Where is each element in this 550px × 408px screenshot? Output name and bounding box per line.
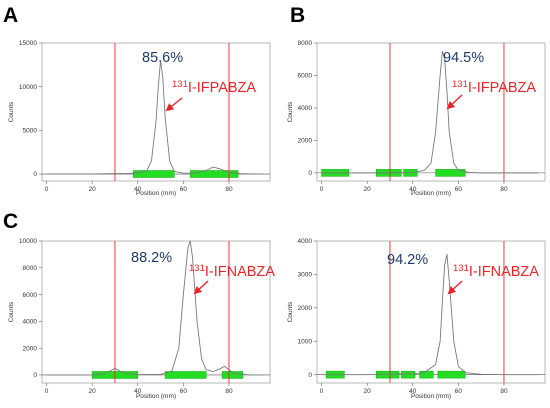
panel-c: C 0 20 40 60 80 0 2000 4000 6000 8000 10000 Positi… xyxy=(3,210,275,400)
y-tick-label: 0 xyxy=(308,372,312,379)
plot-area xyxy=(41,240,271,384)
x-tick-label: 60 xyxy=(455,186,463,193)
chart-layer: 0 20 40 60 80 0 1000 2000 3000 4000 xyxy=(298,238,545,395)
y-tick-label: 8000 xyxy=(298,40,313,47)
x-tick-label: 80 xyxy=(500,186,508,193)
percentage-label: 88.2% xyxy=(131,250,172,266)
x-tick-label: 40 xyxy=(409,388,417,395)
x-tick-label: 80 xyxy=(225,186,233,193)
y-tick-label: 3000 xyxy=(298,272,313,279)
percentage-label: 85.6% xyxy=(142,50,183,66)
compound-name: I-IFPABZA xyxy=(468,80,537,96)
y-tick-label: 10000 xyxy=(19,84,37,91)
y-tick-label: 0 xyxy=(308,170,312,177)
compound-superscript: 131 xyxy=(189,263,205,274)
x-tick-label: 60 xyxy=(180,388,188,395)
plot-area xyxy=(41,42,271,182)
x-axis-title: Position (mm) xyxy=(136,393,176,400)
x-tick-label: 20 xyxy=(364,388,372,395)
red-arrow xyxy=(165,97,183,112)
y-tick-label: 10000 xyxy=(19,238,37,245)
percentage-label: 94.2% xyxy=(387,252,428,268)
x-tick-label: 20 xyxy=(364,186,372,193)
radioactivity-trace xyxy=(46,60,264,175)
x-tick-label: 60 xyxy=(180,186,188,193)
integration-region xyxy=(189,170,239,178)
compound-superscript: 131 xyxy=(452,79,468,90)
x-axis-title: Position (mm) xyxy=(411,393,451,400)
x-tick-label: 0 xyxy=(45,186,49,193)
integration-region xyxy=(435,169,466,177)
y-tick-label: 4000 xyxy=(298,105,313,112)
chart-layer: 0 20 40 60 80 0 5000 10000 15000 xyxy=(19,40,270,193)
red-arrow xyxy=(447,280,463,295)
integration-region xyxy=(221,371,243,379)
y-tick-label: 5000 xyxy=(23,128,38,135)
y-tick-label: 1000 xyxy=(298,338,313,345)
y-axis-title: Counts xyxy=(8,101,15,122)
y-tick-label: 15000 xyxy=(19,40,37,47)
y-tick-label: 0 xyxy=(33,372,37,379)
chart-layer: 0 20 40 60 80 0 2000 4000 6000 8000 10000 xyxy=(19,238,270,395)
integration-region xyxy=(132,170,175,178)
radioactivity-trace xyxy=(321,50,539,174)
compound-superscript: 131 xyxy=(453,263,469,274)
x-tick-label: 20 xyxy=(89,388,97,395)
integration-region xyxy=(401,370,416,379)
red-arrow xyxy=(446,94,463,110)
x-tick-label: 60 xyxy=(455,388,463,395)
compound-label: 131I-IFPABZA xyxy=(172,79,256,96)
compound-label: 131I-IFNABZA xyxy=(189,263,275,280)
x-tick-label: 20 xyxy=(89,186,97,193)
x-tick-label: 40 xyxy=(134,388,142,395)
y-tick-label: 2000 xyxy=(23,345,38,352)
x-axis-title: Position (mm) xyxy=(411,190,451,197)
plot-area xyxy=(316,240,546,384)
y-tick-label: 4000 xyxy=(23,319,38,326)
y-tick-label: 2000 xyxy=(298,305,313,312)
y-axis-title: Counts xyxy=(287,301,294,322)
integration-region xyxy=(437,370,466,379)
percentage-label: 94.5% xyxy=(443,50,484,66)
y-tick-label: 2000 xyxy=(298,138,313,145)
x-tick-label: 80 xyxy=(500,388,508,395)
plot-area xyxy=(316,42,546,182)
x-tick-label: 0 xyxy=(320,388,324,395)
panel-a: A 0 20 40 60 80 0 5000 10000 15000 Position (mm)… xyxy=(3,4,271,197)
compound-name: I-IFPABZA xyxy=(188,80,257,96)
panel-letter: C xyxy=(3,210,18,233)
compound-name: I-IFNABZA xyxy=(469,264,539,280)
integration-region xyxy=(419,370,434,379)
panel-b: B 0 20 40 60 80 0 2000 4000 6000 8000 Position (m… xyxy=(287,4,546,197)
panel-d: 0 20 40 60 80 0 1000 2000 3000 4000 Position (mm)… xyxy=(287,238,546,400)
integration-region xyxy=(164,371,207,379)
compound-name: I-IFNABZA xyxy=(205,264,275,280)
compound-superscript: 131 xyxy=(172,79,188,90)
x-tick-label: 80 xyxy=(225,388,233,395)
compound-label: 131I-IFPABZA xyxy=(452,79,536,96)
x-tick-label: 40 xyxy=(134,186,142,193)
panel-letter: B xyxy=(290,4,305,27)
x-tick-label: 0 xyxy=(45,388,49,395)
y-tick-label: 6000 xyxy=(23,292,38,299)
y-tick-label: 8000 xyxy=(23,265,38,272)
y-axis-title: Counts xyxy=(8,301,15,322)
red-arrow xyxy=(193,280,209,295)
panel-letter: A xyxy=(3,4,18,27)
x-tick-label: 0 xyxy=(320,186,324,193)
chart-layer: 0 20 40 60 80 0 2000 4000 6000 8000 xyxy=(298,40,545,193)
x-axis-title: Position (mm) xyxy=(136,190,176,197)
x-tick-label: 40 xyxy=(409,186,417,193)
radioactivity-trace xyxy=(321,253,539,376)
y-tick-label: 4000 xyxy=(298,238,313,245)
radioactivity-trace xyxy=(46,240,264,376)
compound-label: 131I-IFNABZA xyxy=(453,263,539,280)
y-tick-label: 6000 xyxy=(298,73,313,80)
y-axis-title: Counts xyxy=(287,101,294,122)
y-tick-label: 0 xyxy=(33,171,37,178)
